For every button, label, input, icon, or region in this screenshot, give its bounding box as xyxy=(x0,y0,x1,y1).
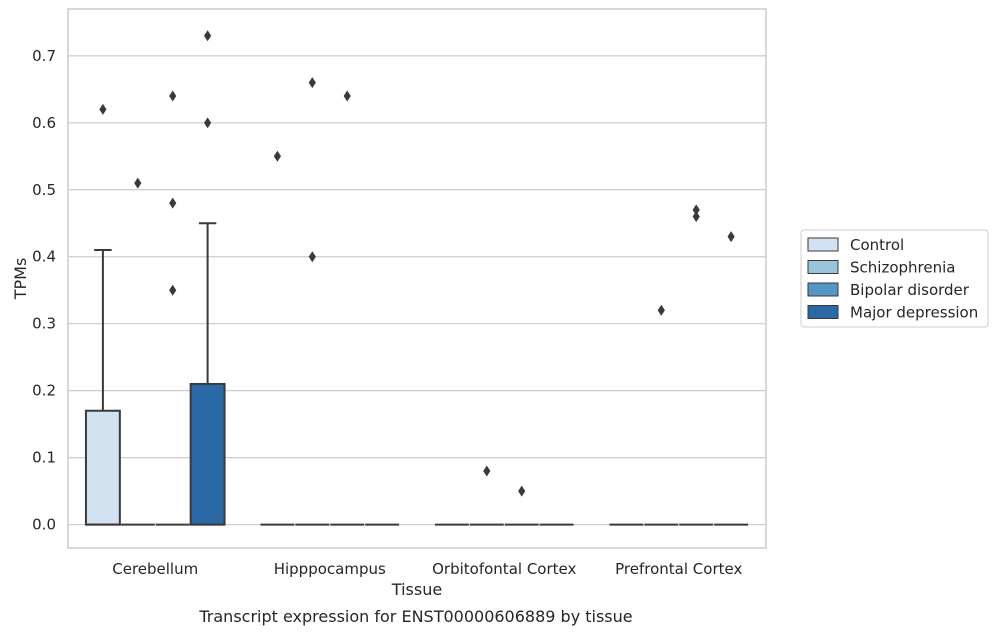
y-tick-label: 0.5 xyxy=(32,181,56,199)
outlier-point xyxy=(99,103,107,115)
legend-label: Bipolar disorder xyxy=(850,281,970,299)
legend-swatch xyxy=(807,260,839,274)
outlier-point xyxy=(483,465,491,477)
outlier-point xyxy=(134,177,142,189)
legend-label: Schizophrenia xyxy=(850,259,955,277)
outlier-point xyxy=(343,90,351,102)
outlier-point xyxy=(727,231,735,243)
plot-frame xyxy=(67,8,767,549)
outlier-point xyxy=(692,204,700,216)
gridlines xyxy=(68,55,766,526)
chart-title: Transcript expression for ENST0000060688… xyxy=(198,607,632,626)
outlier-point xyxy=(169,197,177,209)
x-tick-label: Prefrontal Cortex xyxy=(615,560,742,578)
legend-frame xyxy=(800,229,989,328)
outlier-point xyxy=(204,117,212,129)
legend-swatch xyxy=(807,282,839,297)
outlier-point xyxy=(308,77,316,89)
y-tick-labels: 0.0 0.1 0.2 0.3 0.4 0.5 0.6 0.7 xyxy=(32,47,56,534)
legend: Control Schizophrenia Bipolar disorder Majo… xyxy=(800,229,989,328)
outlier-point xyxy=(518,485,526,497)
x-axis-label: Tissue xyxy=(391,580,442,599)
legend-label: Major depression xyxy=(850,304,978,322)
legend-items: Control Schizophrenia Bipolar disorder Majo… xyxy=(807,236,978,322)
y-tick-label: 0.1 xyxy=(32,449,56,467)
y-tick-label: 0.3 xyxy=(32,315,56,333)
x-tick-label: Orbitofontal Cortex xyxy=(432,560,576,578)
outlier-point xyxy=(204,30,212,42)
outlier-point xyxy=(657,304,665,316)
boxes xyxy=(84,30,749,526)
legend-label: Control xyxy=(850,236,904,254)
outlier-point xyxy=(308,251,316,263)
y-tick-label: 0.7 xyxy=(32,47,56,65)
outlier-point xyxy=(169,284,177,296)
box xyxy=(189,382,226,526)
outlier-point xyxy=(273,150,281,162)
x-tick-label: Hipppocampus xyxy=(274,560,386,578)
x-tick-labels: Cerebellum Hipppocampus Orbitofontal Corte… xyxy=(112,560,742,578)
legend-swatch xyxy=(807,237,839,252)
box xyxy=(84,409,121,526)
outlier-point xyxy=(169,90,177,102)
y-tick-label: 0.6 xyxy=(32,114,56,132)
y-axis-label: TPMs xyxy=(11,258,30,301)
outlier-point xyxy=(692,211,700,223)
legend-swatch xyxy=(807,305,839,319)
y-tick-label: 0.2 xyxy=(32,382,56,400)
y-tick-label: 0.0 xyxy=(32,516,56,534)
y-tick-label: 0.4 xyxy=(32,248,56,266)
x-tick-label: Cerebellum xyxy=(112,560,198,578)
